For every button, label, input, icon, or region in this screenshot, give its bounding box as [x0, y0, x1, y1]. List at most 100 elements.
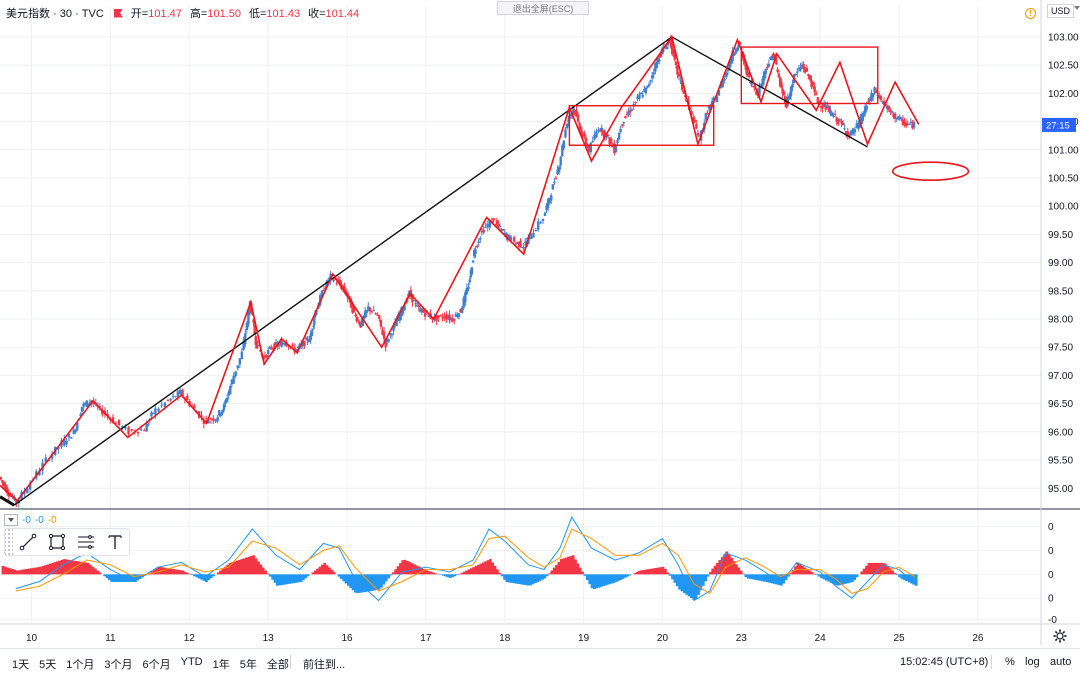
- horizontal-lines-tool[interactable]: [71, 529, 100, 555]
- currency-button[interactable]: USD: [1047, 4, 1074, 18]
- histogram-bar: [524, 574, 527, 585]
- histogram-bar: [378, 574, 381, 589]
- collapse-icon[interactable]: [4, 514, 18, 526]
- histogram-bar: [515, 574, 518, 583]
- flag-icon[interactable]: [114, 9, 123, 18]
- exit-fullscreen-button[interactable]: 退出全屏(ESC): [497, 1, 589, 15]
- trend-line[interactable]: [14, 37, 672, 505]
- histogram-bar: [529, 574, 532, 585]
- histogram-bar: [581, 572, 584, 575]
- candle-body: [244, 333, 246, 344]
- histogram-bar: [711, 569, 714, 575]
- candle-body: [634, 102, 636, 103]
- histogram-bar: [442, 574, 445, 575]
- candle-body: [839, 120, 841, 121]
- histogram-bar: [704, 574, 707, 581]
- histogram-bar: [603, 574, 606, 586]
- rectangle-tool[interactable]: [42, 529, 71, 555]
- candle-body: [560, 157, 562, 166]
- histogram-bar: [593, 574, 596, 589]
- candle-body: [795, 74, 797, 75]
- drawing-toolbar: [4, 528, 130, 556]
- candle-body: [544, 213, 546, 216]
- trend-line[interactable]: [0, 497, 14, 505]
- candle-body: [665, 47, 667, 49]
- range-button-6[interactable]: 1年: [213, 656, 230, 672]
- range-button-2[interactable]: 1个月: [66, 656, 94, 672]
- candle-body: [618, 133, 620, 140]
- range-button-1[interactable]: 5天: [39, 656, 56, 672]
- candle-body: [474, 250, 476, 254]
- chevron-down-icon[interactable]: [1074, 6, 1080, 10]
- range-button-3[interactable]: 3个月: [104, 656, 132, 672]
- histogram-bar: [655, 568, 658, 574]
- drag-handle-icon[interactable]: [5, 529, 13, 555]
- candle-body: [232, 376, 234, 384]
- histogram-bar: [562, 558, 565, 574]
- candle-body: [607, 135, 609, 136]
- candle-body: [332, 280, 334, 281]
- range-button-0[interactable]: 1天: [12, 656, 29, 672]
- text-tool[interactable]: [100, 529, 129, 555]
- alert-icon[interactable]: !: [1025, 8, 1036, 19]
- candle-body: [147, 424, 149, 426]
- candle-body: [651, 75, 653, 78]
- candle-body: [186, 396, 188, 400]
- histogram-bar: [326, 565, 329, 574]
- trend-line-tool[interactable]: [13, 529, 42, 555]
- ind-y-tick-label: -0: [1048, 615, 1057, 626]
- ind-y-tick-label: 0: [1048, 522, 1054, 533]
- candle-body: [391, 334, 393, 335]
- gear-icon[interactable]: [1053, 629, 1067, 643]
- histogram-bar: [456, 574, 459, 575]
- last-price-label: 27:15: [1046, 120, 1070, 131]
- zigzag-pattern-line[interactable]: [0, 37, 919, 501]
- range-button-7[interactable]: 5年: [240, 656, 257, 672]
- candle-body: [658, 60, 660, 62]
- percent-scale-button[interactable]: %: [1005, 656, 1015, 668]
- histogram-bar: [659, 567, 662, 574]
- indicator-legend: -0 -0 -0: [4, 514, 57, 526]
- histogram-bar: [891, 571, 894, 575]
- histogram-bar: [2, 566, 5, 574]
- candle-body: [229, 386, 231, 394]
- log-scale-button[interactable]: log: [1025, 656, 1040, 668]
- histogram-bar: [498, 573, 501, 575]
- range-button-8[interactable]: 全部: [267, 656, 289, 672]
- histogram-bar: [238, 560, 241, 574]
- symbol-title[interactable]: 美元指数 · 30 · TVC: [6, 5, 104, 21]
- histogram-bar: [99, 572, 102, 574]
- range-button-5[interactable]: YTD: [181, 656, 203, 672]
- histogram-bar: [11, 569, 14, 574]
- histogram-bar: [560, 559, 563, 574]
- range-button-4[interactable]: 6个月: [143, 656, 171, 672]
- histogram-bar: [853, 574, 856, 580]
- histogram-bar: [4, 567, 7, 575]
- histogram-bar: [863, 569, 866, 575]
- histogram-bar: [397, 566, 400, 574]
- histogram-bar: [295, 574, 298, 582]
- y-tick-label: 95.00: [1048, 484, 1073, 495]
- histogram-bar: [915, 574, 918, 585]
- clock-time[interactable]: 15:02:45 (UTC+8): [900, 656, 988, 668]
- candle-body: [894, 113, 896, 118]
- candle-body: [478, 242, 480, 243]
- goto-date-button[interactable]: 前往到...: [303, 656, 345, 672]
- histogram-bar: [371, 574, 374, 591]
- candle-body: [621, 124, 623, 125]
- candle-body: [649, 80, 651, 81]
- histogram-bar: [276, 574, 279, 585]
- candle-body: [610, 139, 612, 143]
- candle-body: [766, 67, 768, 68]
- auto-scale-button[interactable]: auto: [1050, 656, 1071, 668]
- candle-body: [469, 280, 471, 283]
- candle-body: [831, 112, 833, 116]
- histogram-bar: [316, 569, 319, 575]
- candle-body: [566, 124, 568, 128]
- histogram-bar: [808, 571, 811, 575]
- date-range-buttons: 1天 5天 1个月 3个月 6个月 YTD 1年 5年全部: [12, 656, 289, 672]
- histogram-bar: [532, 574, 535, 584]
- candle-body: [375, 313, 377, 314]
